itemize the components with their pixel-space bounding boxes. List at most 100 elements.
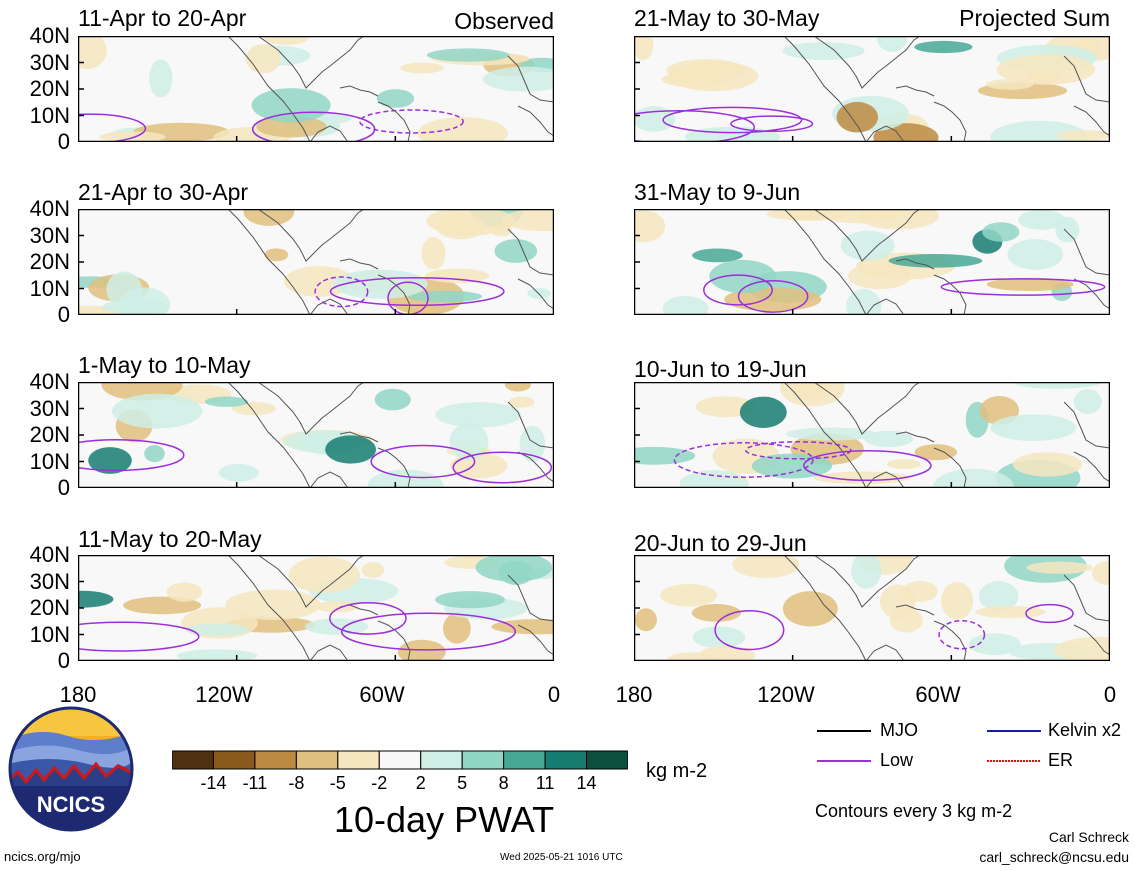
wet-anomaly bbox=[482, 66, 554, 92]
lon-label-right-0: 0 bbox=[1103, 682, 1117, 707]
wet-anomaly bbox=[968, 633, 1021, 655]
low-contour bbox=[1025, 603, 1074, 624]
coastline bbox=[507, 574, 554, 622]
lat-label: 0 bbox=[57, 475, 70, 500]
coastline bbox=[1063, 574, 1110, 622]
dry-anomaly bbox=[1054, 636, 1110, 661]
dry-anomaly bbox=[634, 36, 654, 61]
coastline bbox=[895, 85, 935, 97]
coastline bbox=[507, 228, 554, 276]
wet-anomaly bbox=[325, 435, 376, 464]
wet-anomaly bbox=[119, 287, 171, 315]
panel-title-right-1: 21-May to 30-May bbox=[634, 5, 820, 31]
wet-anomaly bbox=[251, 88, 331, 123]
dry-anomaly bbox=[443, 613, 471, 644]
wet-anomaly bbox=[218, 464, 259, 482]
lat-label: 30N bbox=[29, 395, 70, 421]
dry-anomaly bbox=[788, 209, 833, 221]
coastline bbox=[1063, 401, 1110, 449]
low-contour bbox=[370, 444, 476, 479]
pwat-map bbox=[634, 382, 1110, 488]
coastline bbox=[813, 555, 921, 608]
footer-email[interactable]: carl_schreck@ncsu.edu bbox=[979, 849, 1129, 865]
dry-anomaly bbox=[813, 471, 911, 485]
coastline bbox=[507, 55, 554, 103]
low-contour bbox=[78, 113, 147, 142]
wet-anomaly bbox=[1073, 389, 1102, 414]
lon-label-right-60w: 60W bbox=[915, 682, 961, 707]
dry-anomaly bbox=[661, 71, 727, 88]
coastline bbox=[257, 36, 365, 89]
dry-anomaly bbox=[1012, 452, 1083, 477]
contours-note: Contours every 3 kg m-2 bbox=[815, 801, 1013, 821]
wet-anomaly bbox=[709, 259, 777, 294]
coastline bbox=[339, 85, 379, 97]
lon-label-left-120w: 120W bbox=[195, 682, 253, 707]
colorbar-tick-label: -8 bbox=[288, 773, 305, 793]
dry-anomaly bbox=[99, 131, 166, 142]
ncics-logo: NCICS bbox=[8, 706, 134, 832]
footer-url[interactable]: ncics.org/mjo bbox=[4, 849, 81, 864]
wet-anomaly bbox=[634, 446, 696, 465]
pwat-map bbox=[634, 555, 1110, 661]
colorbar-title: 10-day PWAT bbox=[334, 799, 555, 840]
low-contour bbox=[737, 279, 809, 313]
coastline bbox=[1063, 228, 1110, 276]
dry-anomaly bbox=[256, 116, 327, 138]
coastline bbox=[865, 644, 905, 661]
panel-title-left-3: 1-May to 10-May bbox=[78, 352, 251, 378]
coastline bbox=[783, 36, 867, 142]
low-contour bbox=[662, 106, 803, 134]
panel-title-right-4: 20-Jun to 29-Jun bbox=[634, 530, 807, 556]
lat-label: 10N bbox=[29, 448, 70, 474]
coastline bbox=[257, 209, 365, 262]
dry-anomaly bbox=[941, 581, 974, 620]
coastline bbox=[257, 555, 365, 608]
dry-anomaly bbox=[724, 287, 822, 312]
lat-label: 0 bbox=[57, 302, 70, 327]
dry-anomaly bbox=[78, 36, 107, 70]
panel-title-left-1: 11-Apr to 20-Apr bbox=[78, 5, 247, 31]
wet-anomaly bbox=[494, 239, 538, 263]
colorbar-swatch bbox=[212, 750, 256, 770]
dry-anomaly bbox=[848, 263, 911, 290]
colorbar-swatch bbox=[337, 750, 380, 770]
low-contour bbox=[803, 449, 932, 482]
wet-anomaly bbox=[205, 396, 249, 407]
pwat-map bbox=[78, 555, 554, 661]
wet-anomaly bbox=[851, 555, 882, 589]
lat-label: 30N bbox=[29, 568, 70, 594]
wet-anomaly bbox=[374, 388, 411, 411]
dry-anomaly bbox=[836, 101, 879, 133]
lat-label: 10N bbox=[29, 275, 70, 301]
low-contour bbox=[452, 451, 553, 484]
contour-legend bbox=[817, 730, 1041, 762]
coastline bbox=[377, 620, 411, 661]
colorbar-swatch bbox=[503, 750, 546, 770]
coastline bbox=[517, 278, 554, 310]
low-contour bbox=[329, 601, 407, 635]
wet-anomaly bbox=[933, 468, 1014, 488]
wet-anomaly bbox=[692, 248, 743, 263]
dry-anomaly bbox=[417, 117, 508, 142]
wet-anomaly bbox=[1013, 382, 1101, 389]
wet-anomaly bbox=[449, 423, 489, 461]
low-contour bbox=[78, 621, 200, 652]
dry-anomaly bbox=[508, 396, 535, 408]
dry-anomaly bbox=[264, 248, 289, 262]
dry-anomaly bbox=[425, 268, 490, 283]
colorbar-tick-label: 11 bbox=[535, 773, 555, 793]
wet-anomaly bbox=[914, 40, 973, 54]
dry-anomaly bbox=[502, 209, 554, 232]
lat-label: 40N bbox=[29, 23, 70, 48]
coastline bbox=[227, 555, 311, 661]
low-contour bbox=[340, 612, 517, 651]
low-contour bbox=[329, 276, 505, 307]
colorbar-swatch bbox=[544, 750, 588, 770]
lon-label-left-0: 0 bbox=[547, 682, 561, 707]
lat-label: 30N bbox=[29, 222, 70, 248]
lat-label: 40N bbox=[29, 369, 70, 394]
dry-anomaly bbox=[400, 62, 445, 74]
lat-label: 10N bbox=[29, 102, 70, 128]
coastline bbox=[517, 105, 554, 137]
